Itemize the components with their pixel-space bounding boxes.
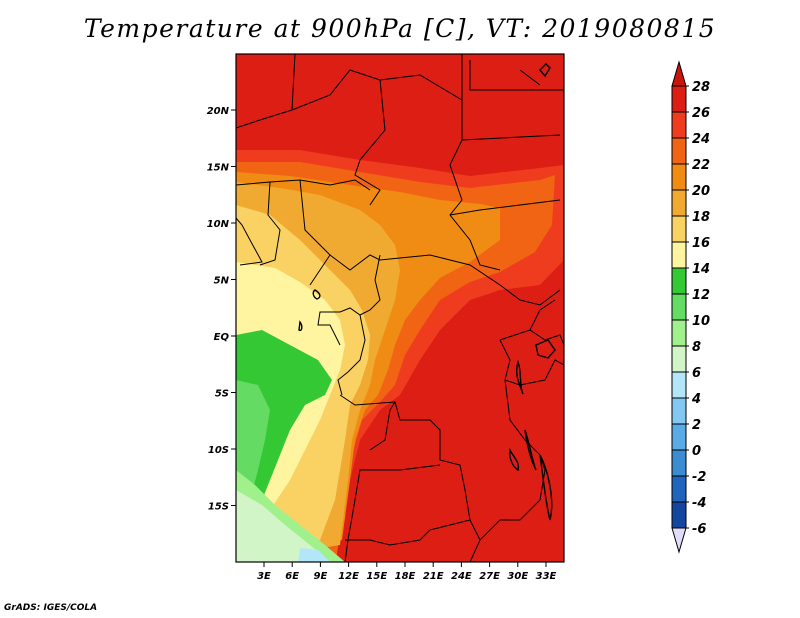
colorbar-label: 24 (692, 132, 710, 147)
colorbar-label: 8 (692, 340, 701, 355)
colorbar-segment (671, 85, 687, 113)
lon-tick-label: 15E (366, 571, 387, 582)
lat-tick-label: 5N (214, 276, 230, 287)
colorbar-label: 16 (692, 236, 710, 251)
colorbar-label: 10 (692, 314, 710, 329)
colorbar-segment (671, 475, 687, 503)
lat-tick-label: 15N (207, 163, 230, 174)
map-frame (235, 53, 565, 563)
lakes (298, 63, 556, 521)
colorbar-segment (671, 423, 687, 451)
colorbar-label: -6 (692, 522, 706, 537)
field-8 (236, 490, 330, 562)
lon-tick-label: 30E (507, 571, 528, 582)
lon-tick-label: 12E (338, 571, 359, 582)
colorbar-segment (671, 189, 687, 217)
colorbar-segment (671, 163, 687, 191)
colorbar-label: 28 (692, 80, 710, 95)
colorbar-top-arrow (671, 60, 687, 87)
colorbar-label: 4 (691, 392, 701, 407)
colorbar-segment (671, 397, 687, 425)
field-6 (298, 548, 330, 562)
colorbar-label: 2 (692, 418, 701, 433)
colorbar-segment (671, 371, 687, 399)
colorbar-label: 18 (692, 210, 710, 225)
colorbar-segment (671, 501, 687, 529)
lon-tick-label: 9E (314, 571, 328, 582)
lat-tick-label: 10N (207, 219, 230, 230)
chart-title: Temperature at 900hPa [C], VT: 201908081… (83, 14, 717, 43)
colorbar-label: 6 (692, 366, 701, 381)
colorbar-segment (671, 345, 687, 373)
colorbar-segment (671, 137, 687, 165)
grads-credit: GrADS: IGES/COLA (4, 603, 98, 613)
temperature-field (236, 54, 564, 562)
colorbar-label: 22 (692, 158, 710, 173)
country-borders (235, 53, 565, 563)
lon-tick-label: 3E (257, 571, 271, 582)
colorbar-label: 14 (692, 262, 710, 277)
lon-tick-label: 24E (451, 571, 472, 582)
colorbar-label: -4 (692, 496, 706, 511)
latitude-axis: 20N 15N 10N 5N EQ 5S 10S 15S (207, 106, 236, 513)
longitude-axis: 3E 6E 9E 12E 15E 18E 21E 24E 27E 30E 33E (257, 562, 557, 582)
lon-tick-label: 21E (423, 571, 444, 582)
lat-tick-label: 10S (208, 445, 229, 456)
colorbar-segment (671, 111, 687, 139)
colorbar-label: -2 (692, 470, 706, 485)
colorbar-segment (671, 293, 687, 321)
colorbar-label: 12 (692, 288, 710, 303)
lat-tick-label: EQ (214, 332, 230, 343)
colorbar-segment (671, 215, 687, 243)
colorbar-label: 20 (692, 184, 710, 199)
lon-tick-label: 33E (536, 571, 557, 582)
lat-tick-label: 5S (215, 389, 229, 400)
lon-tick-label: 27E (479, 571, 500, 582)
colorbar-label: 0 (692, 444, 701, 459)
colorbar-segment (671, 319, 687, 347)
lat-tick-label: 15S (208, 502, 229, 513)
colorbar-segment (671, 241, 687, 269)
colorbar-segment (671, 449, 687, 477)
lon-tick-label: 18E (395, 571, 416, 582)
colorbar-label: 26 (692, 106, 710, 121)
colorbar-segment (671, 267, 687, 295)
colorbar-bottom-arrow (671, 527, 687, 554)
lon-tick-label: 6E (285, 571, 299, 582)
lat-tick-label: 20N (207, 106, 230, 117)
